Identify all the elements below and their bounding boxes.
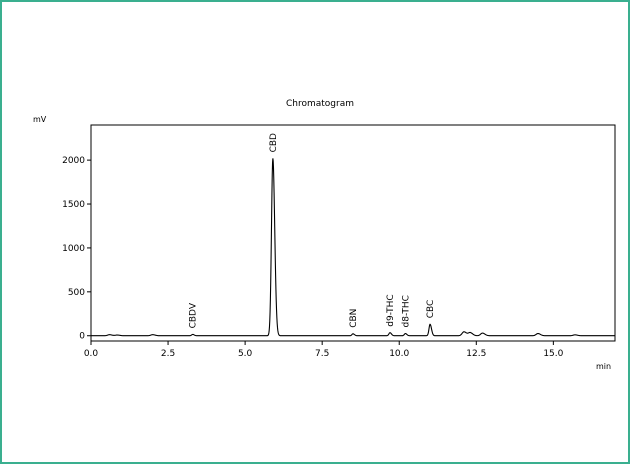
peak-label: d8-THC [401, 295, 411, 327]
x-axis: 0.0 2.5 5.0 7.5 10.0 12.5 15.0 [84, 341, 564, 359]
y-tick-label: 1500 [62, 200, 85, 210]
peak-label: d9-THC [386, 294, 396, 326]
x-tick-label: 7.5 [315, 349, 329, 359]
y-axis-unit: mV [33, 115, 47, 124]
plot-area [90, 124, 616, 342]
peak-label: CBN [349, 309, 359, 328]
peak-label: CBD [269, 133, 279, 152]
x-tick-label: 0.0 [84, 349, 99, 359]
x-tick-label: 15.0 [543, 349, 563, 359]
x-tick-label: 2.5 [161, 349, 175, 359]
x-tick-label: 12.5 [466, 349, 486, 359]
peak-label: CBDV [189, 302, 199, 328]
peak-label: CBC [426, 300, 436, 319]
peak-labels: CBDV CBD CBN d9-THC d8-THC CBC [189, 133, 436, 328]
x-axis-unit: min [596, 362, 611, 371]
y-axis: 0 500 1000 1500 2000 [62, 156, 91, 342]
chromatogram-trace [91, 158, 615, 337]
y-tick-label: 2000 [62, 156, 85, 166]
chart-title: Chromatogram [286, 99, 354, 109]
y-tick-label: 500 [68, 288, 85, 298]
x-tick-label: 10.0 [389, 349, 409, 359]
y-tick-label: 1000 [62, 244, 85, 254]
y-tick-label: 0 [79, 332, 85, 342]
x-tick-label: 5.0 [238, 349, 253, 359]
